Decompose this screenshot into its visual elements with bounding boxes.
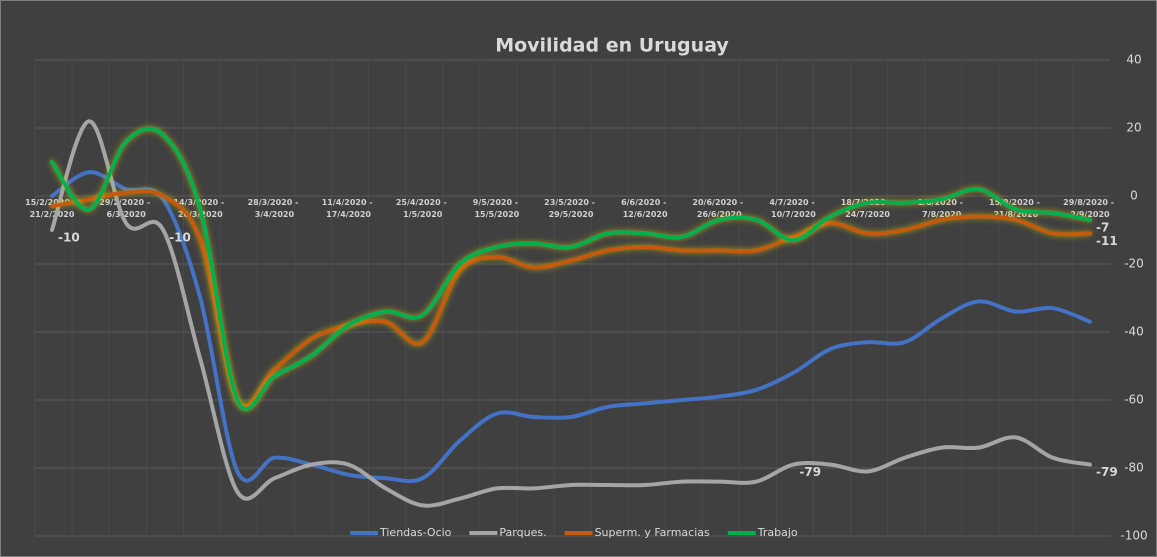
x-tick-line: 21/2/2020 xyxy=(30,210,75,219)
y-tick-label: -100 xyxy=(1120,529,1147,543)
x-tick-line: 1/5/2020 xyxy=(403,210,443,219)
x-tick-line: 7/8/2020 xyxy=(922,210,962,219)
x-tick-label: 11/4/2020 - 17/4/2020 xyxy=(322,198,376,219)
x-tick-label: 15/8/2020 - 21/8/2020 xyxy=(989,198,1043,219)
x-tick-line: 17/4/2020 xyxy=(326,210,371,219)
y-tick-label: 20 xyxy=(1126,121,1141,135)
x-tick-line: 14/3/2020 - xyxy=(173,198,227,207)
x-tick-line: 12/6/2020 xyxy=(623,210,668,219)
x-tick-line: 23/5/2020 - xyxy=(544,198,598,207)
x-tick-line: 9/5/2020 - xyxy=(473,198,521,207)
legend-label: Superm. y Farmacias xyxy=(595,526,710,539)
x-tick-line: 15/5/2020 xyxy=(474,210,519,219)
data-label: -79 xyxy=(799,465,821,479)
x-tick-label: 25/4/2020 - 1/5/2020 xyxy=(396,198,450,219)
x-tick-line: 29/5/2020 xyxy=(549,210,594,219)
x-tick-line: 29/8/2020 - xyxy=(1063,198,1117,207)
x-tick-line: 24/7/2020 xyxy=(845,210,890,219)
x-tick-label: 15/2/2020 - 21/2/2020 xyxy=(25,198,79,219)
x-tick-line: 25/4/2020 - xyxy=(396,198,450,207)
x-tick-line: 2/9/2020 xyxy=(1070,210,1110,219)
y-tick-label: -40 xyxy=(1124,325,1144,339)
y-tick-label: 40 xyxy=(1126,53,1141,67)
series-line xyxy=(50,126,1092,411)
data-label: -7 xyxy=(1096,220,1109,234)
x-tick-line: 15/8/2020 - xyxy=(989,198,1043,207)
x-tick-line: 4/7/2020 - xyxy=(769,198,817,207)
x-tick-line: 6/6/2020 - xyxy=(621,198,669,207)
data-label: -79 xyxy=(1096,465,1118,479)
x-tick-line: 28/3/2020 - xyxy=(248,198,302,207)
legend-label: Tiendas-Ocio xyxy=(379,526,452,539)
series-line xyxy=(50,119,1092,508)
x-tick-label: 20/6/2020 - 26/6/2020 xyxy=(692,198,746,219)
data-label: -10 xyxy=(58,231,80,245)
x-tick-label: 9/5/2020 - 15/5/2020 xyxy=(473,198,521,219)
x-tick-line: 29/2/2020 - xyxy=(99,198,153,207)
x-tick-label: 4/7/2020 - 10/7/2020 xyxy=(769,198,817,219)
x-tick-line: 3/4/2020 xyxy=(255,210,295,219)
legend-label: Parques. xyxy=(499,526,546,539)
data-label: -10 xyxy=(169,231,191,245)
y-tick-label: -80 xyxy=(1124,461,1144,475)
y-tick-label: -60 xyxy=(1124,393,1144,407)
x-tick-line: 10/7/2020 xyxy=(771,210,816,219)
x-tick-line: 20/6/2020 - xyxy=(692,198,746,207)
x-tick-label: 6/6/2020 - 12/6/2020 xyxy=(621,198,669,219)
x-tick-line: 6/3/2020 xyxy=(107,210,147,219)
y-tick-label: 0 xyxy=(1130,189,1138,203)
series-line xyxy=(50,170,1092,484)
x-tick-line: 26/6/2020 xyxy=(697,210,742,219)
data-label: -11 xyxy=(1096,234,1118,248)
x-tick-line: 21/8/2020 xyxy=(993,210,1038,219)
x-tick-label: 23/5/2020 - 29/5/2020 xyxy=(544,198,598,219)
x-tick-line: 11/4/2020 - xyxy=(322,198,376,207)
y-tick-label: -20 xyxy=(1124,257,1144,271)
x-tick-label: 1/8/2020 - 7/8/2020 xyxy=(918,198,966,219)
x-tick-label: 28/3/2020 - 3/4/2020 xyxy=(248,198,302,219)
x-tick-line: 1/8/2020 - xyxy=(918,198,966,207)
x-tick-label: 29/8/2020 - 2/9/2020 xyxy=(1063,198,1117,219)
legend-label: Trabajo xyxy=(757,526,798,539)
x-tick-line: 15/2/2020 - xyxy=(25,198,79,207)
x-tick-label: 29/2/2020 - 6/3/2020 xyxy=(99,198,153,219)
chart-title: Movilidad en Uruguay xyxy=(495,35,729,57)
